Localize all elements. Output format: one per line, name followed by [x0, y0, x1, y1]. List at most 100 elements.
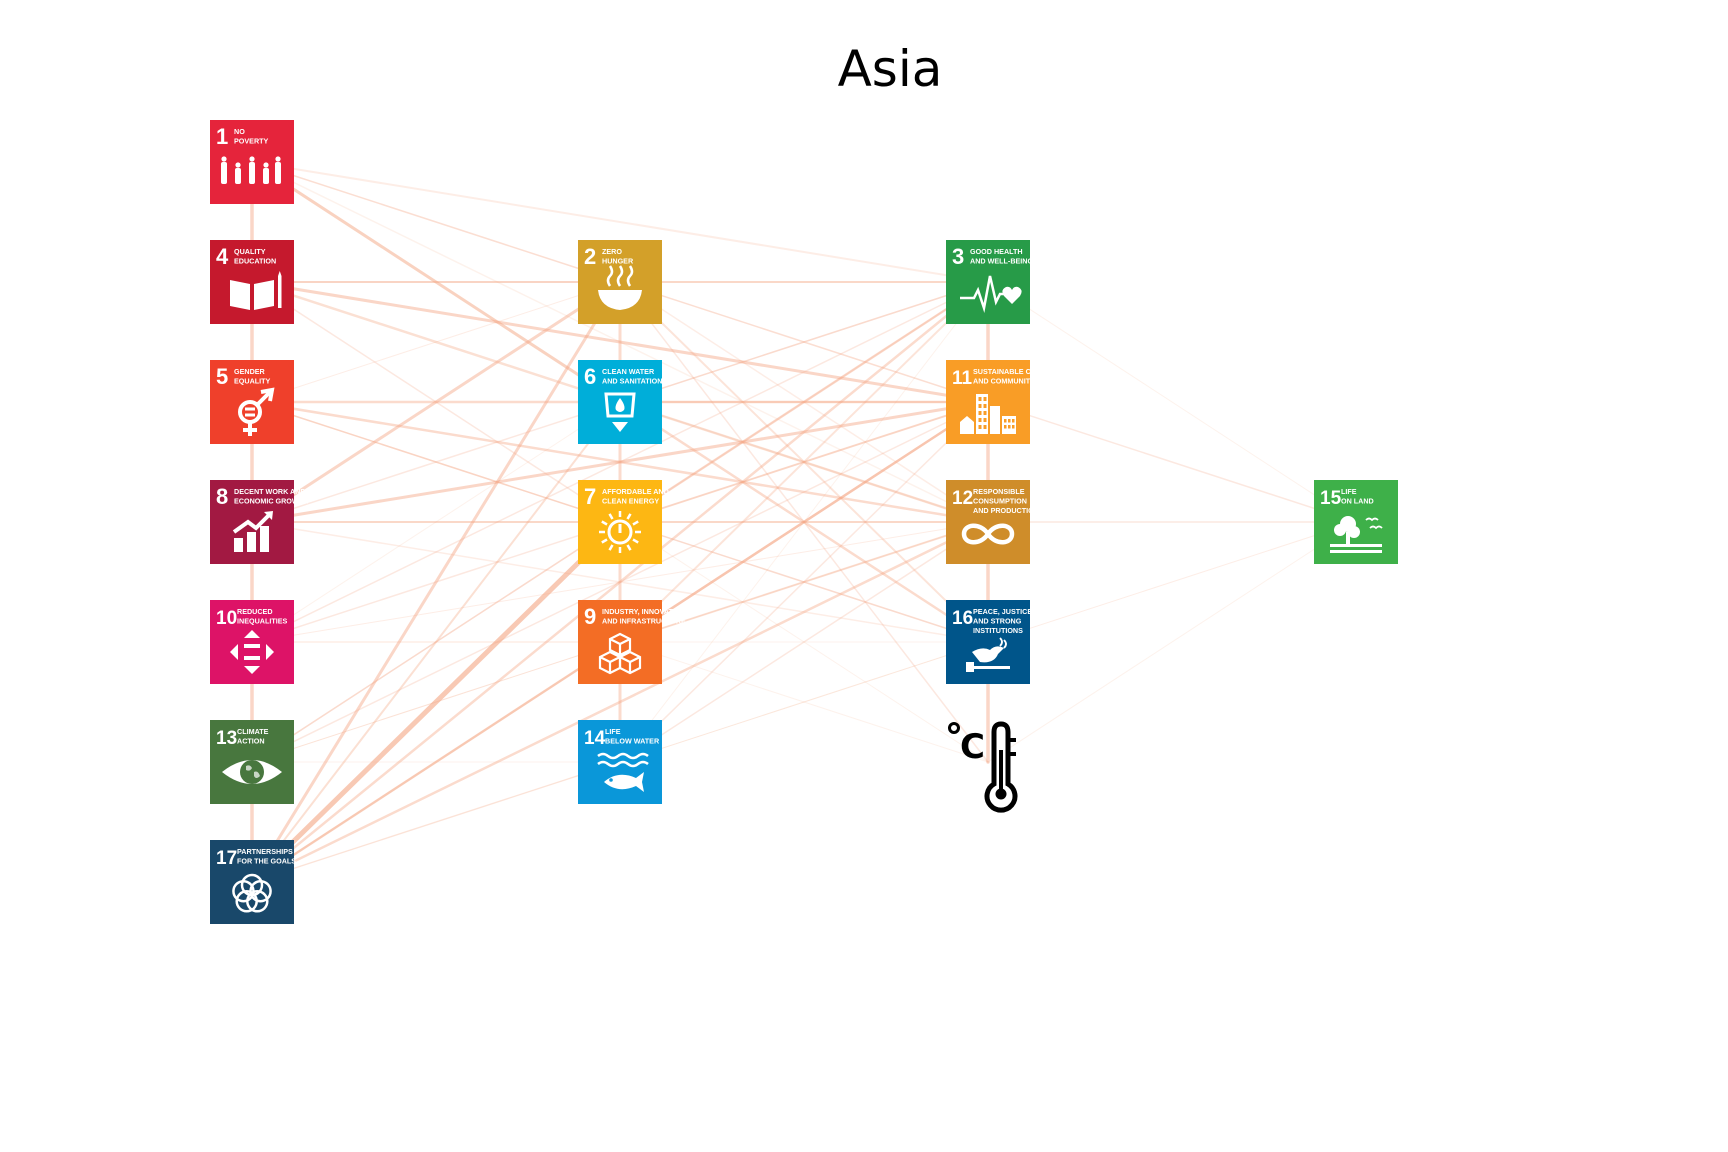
edge-6-12: [619, 401, 989, 523]
sdg-tile-background: [946, 480, 1030, 564]
edge-layer: [249, 160, 1357, 885]
sdg-number: 17: [216, 848, 237, 869]
fish-icon: [597, 752, 649, 792]
edge-6-3: [619, 281, 989, 403]
edge-14-3: [619, 281, 989, 763]
sdg-label-line: AND PRODUCTION: [973, 506, 1039, 515]
sdg-number: 6: [584, 364, 596, 389]
edge-10-3: [251, 281, 989, 643]
sdg-label-line: LIFE: [1341, 487, 1357, 496]
edge-7-16: [619, 521, 989, 643]
water-drop-icon: [604, 392, 636, 432]
family-icon: [221, 156, 281, 184]
edge-14-11: [619, 401, 989, 763]
edge-1-3: [251, 161, 989, 283]
sdg-label-line: CONSUMPTION: [973, 497, 1027, 506]
edge-9-T: [619, 641, 989, 763]
sdg-number: 7: [584, 484, 596, 509]
edge-17-6: [251, 401, 621, 883]
sdg-label-line: AND SANITATION: [602, 377, 662, 386]
sdg-label-line: LIFE: [605, 727, 621, 736]
sdg-label-line: PARTNERSHIPS: [237, 847, 293, 856]
sun-power-icon: [599, 511, 641, 553]
gender-symbol-icon: [238, 387, 275, 436]
rings-icon: [232, 873, 272, 913]
edge-13-7: [251, 521, 621, 763]
edge-6-16: [618, 400, 990, 644]
cubes-icon: [598, 632, 642, 675]
sdg-label-line: ZERO: [602, 247, 622, 256]
edge-17-9: [251, 641, 621, 883]
edge-17-14: [251, 761, 621, 883]
sdg-tile-background: [946, 600, 1030, 684]
sdg-tile-T: C: [948, 721, 1018, 813]
sdg-label-line: DECENT WORK AND: [234, 487, 306, 496]
edge-17-2: [250, 280, 622, 884]
thermometer-celsius-icon: C: [948, 721, 1018, 813]
dove-gavel-icon: [966, 637, 1010, 672]
edge-7-3: [618, 280, 990, 524]
edge-14-12: [619, 521, 989, 763]
book-pencil-icon: [230, 271, 282, 310]
sdg-label-line: EDUCATION: [234, 257, 276, 266]
edge-9-3: [619, 281, 989, 643]
sdg-label-line: REDUCED: [237, 607, 273, 616]
sdg-label-line: NO: [234, 127, 245, 136]
sdg-label-line: INDUSTRY, INNOVATION: [602, 607, 686, 616]
sdg-label-line: CLIMATE: [237, 727, 269, 736]
edge-8-16: [251, 521, 989, 643]
sdg-label-line: AND STRONG: [973, 617, 1022, 626]
sdg-label-line: RESPONSIBLE: [973, 487, 1025, 496]
sdg-number: 9: [584, 604, 596, 629]
edge-7-T: [619, 521, 989, 763]
sdg-label-line: QUALITY: [234, 247, 266, 256]
edge-1-6: [250, 160, 622, 404]
sdg-number: 15: [1320, 488, 1342, 509]
growth-chart-icon: [232, 511, 273, 552]
edge-9-11: [618, 400, 990, 644]
sdg-label-line: INEQUALITIES: [237, 617, 288, 626]
edge-1-2: [251, 161, 621, 283]
edge-10-6: [251, 401, 621, 643]
heartbeat-icon: [960, 275, 1022, 313]
sdg-number: 13: [216, 728, 237, 749]
sdg-label-line: AND INFRASTRUCTURE: [602, 617, 686, 626]
edge-3-15: [987, 281, 1357, 523]
sdg-label-line: FOR THE GOALS: [237, 857, 296, 866]
sdg-label-line: GOOD HEALTH: [970, 247, 1023, 256]
edge-4-7: [251, 281, 621, 523]
sdg-label-line: EQUALITY: [234, 377, 271, 386]
tree-icon: [1330, 516, 1383, 553]
sdg-label-line: GENDER: [234, 367, 266, 376]
bowl-icon: [598, 265, 642, 310]
sdg-number: 5: [216, 364, 228, 389]
edge-8-2: [250, 280, 622, 524]
edge-5-7: [251, 401, 621, 523]
edge-5-12: [250, 400, 990, 524]
edge-8-11: [250, 400, 990, 524]
edge-17-7: [249, 519, 623, 885]
chart-title: Asia: [837, 40, 943, 98]
sdg-tile-background: [578, 600, 662, 684]
edge-T-15: [987, 521, 1357, 763]
sdg-label-line: ACTION: [237, 737, 265, 746]
edge-7-11: [619, 401, 989, 523]
sdg-number: 2: [584, 244, 596, 269]
edge-5-2: [251, 281, 621, 403]
edge-14-16: [619, 641, 989, 763]
sdg-number: 1: [216, 124, 228, 149]
sdg-label-line: AND COMMUNITIES: [973, 377, 1042, 386]
sdg-label-line: ON LAND: [1341, 497, 1374, 506]
